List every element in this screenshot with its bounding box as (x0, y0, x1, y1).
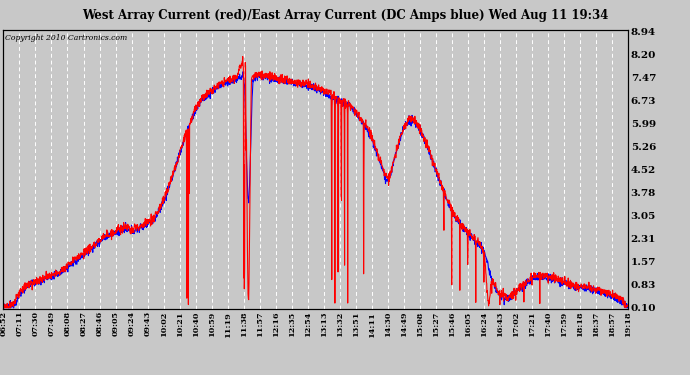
Text: West Array Current (red)/East Array Current (DC Amps blue) Wed Aug 11 19:34: West Array Current (red)/East Array Curr… (82, 9, 608, 22)
Text: Copyright 2010 Cartronics.com: Copyright 2010 Cartronics.com (6, 34, 128, 42)
